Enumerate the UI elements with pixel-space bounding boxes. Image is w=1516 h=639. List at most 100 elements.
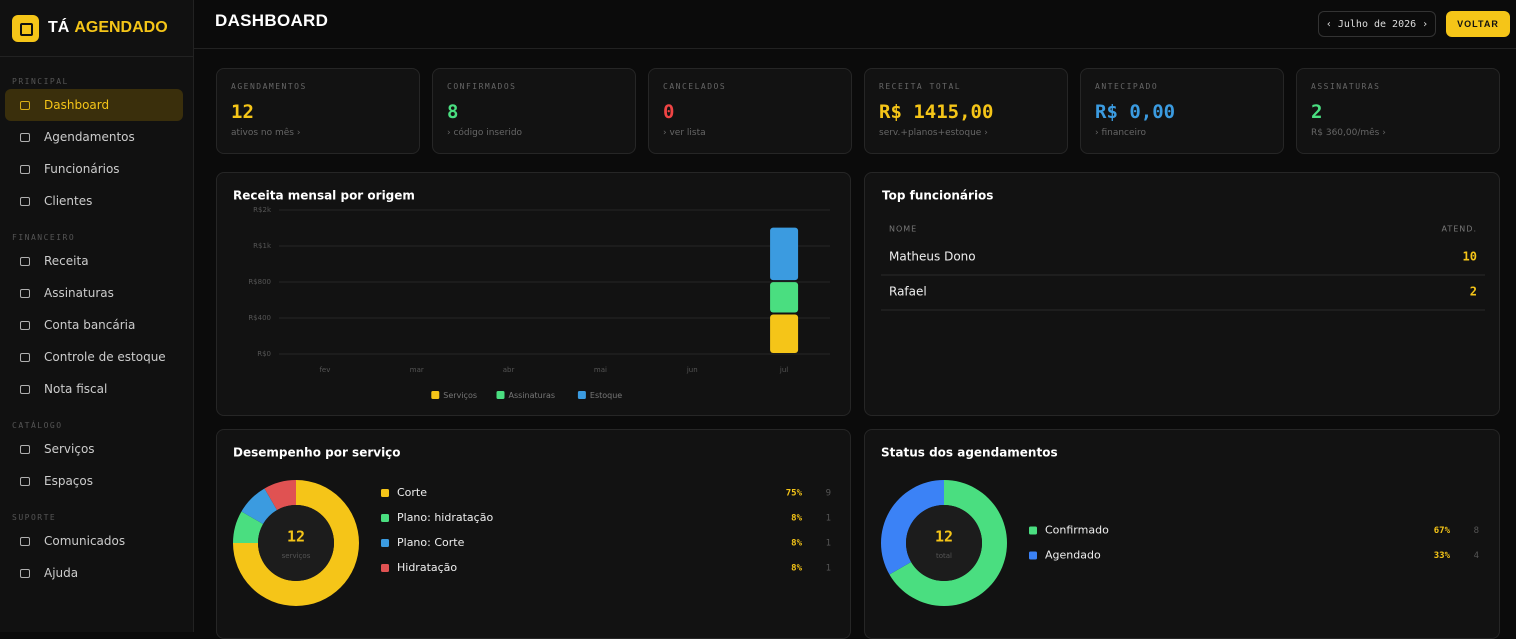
donut-hole xyxy=(258,505,334,581)
x-tick-label: mar xyxy=(410,366,424,374)
nav-item[interactable]: Clientes xyxy=(5,185,183,217)
legend-label: Plano: Corte xyxy=(397,536,465,549)
percent-label: 8% xyxy=(791,564,802,574)
nav-label: Conta bancária xyxy=(44,318,136,332)
count-label: 4 xyxy=(1474,551,1479,561)
percent-label: 33% xyxy=(1434,551,1451,561)
kpi-sub[interactable]: R$ 360,00/mês › xyxy=(1311,128,1386,138)
donut-slice xyxy=(233,480,359,606)
nav-icon xyxy=(20,164,30,174)
percent-label: 75% xyxy=(786,489,803,499)
x-tick-label: mai xyxy=(594,366,607,374)
period: Julho de 2026 xyxy=(1337,18,1417,30)
legend-swatch xyxy=(1029,526,1037,535)
donut-slice xyxy=(241,488,277,524)
legend-label: Plano: hidratação xyxy=(397,511,493,524)
kpi-sub[interactable]: › financeiro xyxy=(1095,128,1147,138)
nav-item[interactable]: Assinaturas xyxy=(5,277,183,309)
status-chart: Status dos agendamentos 12 total Confirmado… xyxy=(881,446,1479,606)
brand-prefix: TÁ xyxy=(48,19,70,36)
legend-label: Corte xyxy=(397,486,427,499)
nav-item[interactable]: Comunicados xyxy=(5,525,183,557)
card-title: Top funcionários xyxy=(882,189,993,203)
nav-label: Assinaturas xyxy=(44,286,114,300)
nav-item[interactable]: Espaços xyxy=(5,465,183,497)
section-title: SUPORTE xyxy=(12,513,57,522)
column-header: NOME xyxy=(889,225,917,234)
nav-label: Ajuda xyxy=(44,566,79,580)
back-button[interactable]: VOLTAR xyxy=(1446,11,1510,37)
employee-count: 10 xyxy=(1463,250,1477,264)
percent-label: 67% xyxy=(1434,526,1451,536)
kpi-sub[interactable]: › ver lista xyxy=(663,128,706,138)
nav-item[interactable]: Serviços xyxy=(5,433,183,465)
legend-label: Serviços xyxy=(443,391,477,400)
sidebar: TÁ AGENDADO PRINCIPAL Dashboard Agendament… xyxy=(0,0,194,632)
nav-label: Clientes xyxy=(44,194,93,208)
top-employees-card: Top funcionários NOME ATEND. Matheus Dono 10… xyxy=(864,172,1500,416)
employee-name: Matheus Dono xyxy=(889,250,976,264)
legend-swatch xyxy=(1029,551,1037,560)
nav-item[interactable]: Conta bancária xyxy=(5,309,183,341)
kpi-sub[interactable]: ativos no mês › xyxy=(231,128,301,138)
kpi-card: CONFIRMADOS 8 › código inserido xyxy=(432,68,636,154)
kpi-label: RECEITA TOTAL xyxy=(879,82,962,91)
kpi-card: ANTECIPADO R$ 0,00 › financeiro xyxy=(1080,68,1284,154)
kpi-card: RECEITA TOTAL R$ 1415,00 serv.+planos+esto… xyxy=(864,68,1068,154)
legend-label: Confirmado xyxy=(1045,524,1109,537)
percent-label: 8% xyxy=(791,514,802,524)
count-label: 9 xyxy=(826,489,831,499)
legend-swatch xyxy=(381,514,389,522)
kpi-value: R$ 0,00 xyxy=(1095,101,1176,123)
chart-title: Desempenho por serviço xyxy=(233,446,401,460)
nav-icon xyxy=(20,476,30,486)
brand-logo xyxy=(12,14,39,42)
prev-arrow[interactable]: ‹ xyxy=(1325,18,1332,30)
nav-item[interactable]: Funcionários xyxy=(5,153,183,185)
legend-swatch xyxy=(381,564,389,572)
employee-count: 2 xyxy=(1470,285,1477,299)
nav-icon xyxy=(20,100,30,110)
nav-icon xyxy=(20,288,30,298)
bar-segment xyxy=(770,314,799,353)
nav-item[interactable]: Dashboard xyxy=(5,89,183,121)
nav-label: Espaços xyxy=(44,474,93,488)
kpi-value: 0 xyxy=(663,101,675,123)
top-employees: Top funcionários NOME ATEND. Matheus Dono 10… xyxy=(881,189,1485,311)
count-label: 1 xyxy=(826,514,831,524)
nav-item[interactable]: Controle de estoque xyxy=(5,341,183,373)
kpi-label: CANCELADOS xyxy=(663,82,727,91)
x-tick-label: jun xyxy=(686,366,698,374)
center-label: serviços xyxy=(282,552,311,560)
kpi-label: ASSINATURAS xyxy=(1311,82,1381,91)
kpi-value: 2 xyxy=(1311,101,1323,123)
section-title: FINANCEIRO xyxy=(12,233,76,242)
period-picker[interactable]: ‹ Julho de 2026 › xyxy=(1318,11,1436,37)
kpi-value: 8 xyxy=(447,101,459,123)
kpi-card: CANCELADOS 0 › ver lista xyxy=(648,68,852,154)
nav-item[interactable]: Receita xyxy=(5,245,183,277)
nav-item[interactable]: Ajuda xyxy=(5,557,183,589)
y-tick-label: R$800 xyxy=(248,278,271,286)
chart-title: Status dos agendamentos xyxy=(881,446,1058,460)
nav-item[interactable]: Nota fiscal xyxy=(5,373,183,405)
y-tick-label: R$0 xyxy=(257,350,271,358)
center-label: total xyxy=(936,552,952,560)
service-chart: Desempenho por serviço 12 serviços Corte 75%… xyxy=(233,446,831,606)
nav-item[interactable]: Agendamentos xyxy=(5,121,183,153)
y-tick-label: R$400 xyxy=(248,314,271,322)
legend-swatch xyxy=(431,391,440,399)
legend-swatch xyxy=(381,489,389,497)
bar-segment xyxy=(770,282,799,313)
legend-label: Estoque xyxy=(590,391,622,400)
nav-label: Funcionários xyxy=(44,162,120,176)
kpi-value: R$ 1415,00 xyxy=(879,101,994,123)
legend-swatch xyxy=(577,391,586,399)
kpi-label: ANTECIPADO xyxy=(1095,82,1159,91)
kpi-sub[interactable]: serv.+planos+estoque › xyxy=(879,128,988,138)
status-card: Status dos agendamentos 12 total Confirmado… xyxy=(864,429,1500,639)
brand[interactable]: TÁ AGENDADO xyxy=(0,0,193,57)
kpi-value: 12 xyxy=(231,101,254,123)
next-arrow[interactable]: › xyxy=(1422,18,1429,30)
kpi-sub[interactable]: › código inserido xyxy=(447,128,523,138)
